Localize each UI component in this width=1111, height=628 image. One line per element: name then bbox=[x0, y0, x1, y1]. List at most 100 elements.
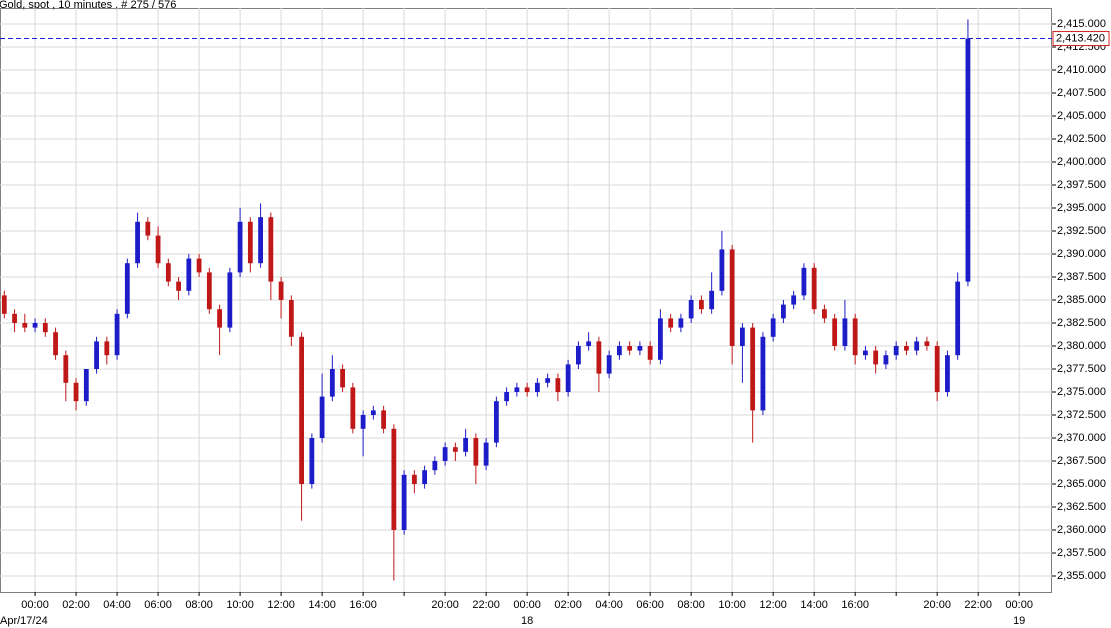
candle-body bbox=[545, 378, 551, 383]
y-tick-label: 2,390.000 bbox=[1057, 248, 1106, 260]
candle-body bbox=[155, 235, 161, 264]
x-tick-label: 22:00 bbox=[472, 599, 500, 611]
y-tick-label: 2,365.000 bbox=[1057, 478, 1106, 490]
candle-body bbox=[381, 410, 387, 429]
candle-body bbox=[237, 221, 243, 273]
candle-body bbox=[73, 382, 79, 402]
y-tick-label: 2,387.500 bbox=[1057, 271, 1106, 283]
candle-body bbox=[360, 414, 366, 429]
candle-body bbox=[104, 341, 110, 356]
last-price-label: 2,413.420 bbox=[1056, 32, 1105, 44]
y-tick-label: 2,407.500 bbox=[1057, 87, 1106, 99]
x-tick-label: 16:00 bbox=[349, 599, 377, 611]
candle-body bbox=[401, 474, 407, 530]
x-tick-label: 04:00 bbox=[595, 599, 623, 611]
y-tick-label: 2,392.500 bbox=[1057, 225, 1106, 237]
candle-body bbox=[781, 304, 786, 319]
x-tick-label: 16:00 bbox=[841, 599, 869, 611]
candle-body bbox=[514, 387, 520, 392]
candle-body bbox=[145, 221, 151, 236]
candle-body bbox=[165, 263, 171, 282]
candle-body bbox=[370, 410, 376, 415]
y-tick-label: 2,377.500 bbox=[1057, 363, 1106, 375]
y-tick-label: 2,375.000 bbox=[1057, 386, 1106, 398]
x-tick-label: 20:00 bbox=[923, 599, 951, 611]
candle-body bbox=[309, 437, 315, 484]
candle-body bbox=[729, 249, 735, 346]
candle-body bbox=[452, 447, 458, 452]
candle-body bbox=[565, 364, 571, 392]
candle-body bbox=[760, 336, 766, 411]
candle-body bbox=[627, 345, 633, 351]
candle-body bbox=[637, 345, 643, 351]
candle-body bbox=[483, 442, 489, 466]
candle-body bbox=[94, 341, 99, 369]
candle-body bbox=[914, 341, 920, 351]
candle-body bbox=[299, 336, 304, 484]
candle-body bbox=[432, 460, 438, 471]
candle-body bbox=[893, 345, 899, 356]
date-label: Apr/17/24 bbox=[0, 615, 48, 627]
candle-body bbox=[340, 368, 346, 388]
last-price-box bbox=[1052, 31, 1110, 47]
candle-body bbox=[791, 295, 797, 305]
candle-body bbox=[883, 355, 889, 365]
candle-body bbox=[22, 322, 28, 328]
x-tick-label: 14:00 bbox=[308, 599, 336, 611]
y-tick-label: 2,410.000 bbox=[1057, 64, 1106, 76]
y-tick-label: 2,360.000 bbox=[1057, 524, 1106, 536]
y-tick-label: 2,355.000 bbox=[1057, 570, 1106, 582]
candle-body bbox=[709, 290, 715, 310]
y-tick-label: 2,357.500 bbox=[1057, 547, 1106, 559]
candle-body bbox=[319, 396, 325, 438]
candle-body bbox=[688, 300, 694, 319]
candle-body bbox=[53, 332, 58, 356]
candle-body bbox=[463, 437, 469, 452]
y-tick-label: 2,405.000 bbox=[1057, 110, 1106, 122]
candle-body bbox=[945, 355, 950, 392]
candle-body bbox=[83, 368, 89, 402]
x-tick-label: 02:00 bbox=[554, 599, 582, 611]
candle-body bbox=[822, 309, 827, 319]
x-tick-label: 00:00 bbox=[513, 599, 541, 611]
x-tick-label: 14:00 bbox=[800, 599, 828, 611]
candle-body bbox=[422, 470, 428, 484]
y-tick-label: 2,382.500 bbox=[1057, 317, 1106, 329]
candle-body bbox=[278, 281, 284, 300]
candle-body bbox=[247, 221, 253, 264]
y-tick-label: 2,397.500 bbox=[1057, 179, 1106, 191]
x-tick-label: 00:00 bbox=[21, 599, 49, 611]
x-tick-label: 22:00 bbox=[964, 599, 992, 611]
date-label: 19 bbox=[1013, 615, 1025, 627]
candle-body bbox=[606, 355, 612, 374]
candle-body bbox=[934, 345, 940, 392]
candle-body bbox=[770, 318, 776, 337]
candle-body bbox=[524, 387, 530, 392]
x-tick-label: 10:00 bbox=[226, 599, 254, 611]
candle-body bbox=[473, 437, 479, 466]
candle-body bbox=[873, 350, 879, 365]
x-tick-label: 12:00 bbox=[267, 599, 295, 611]
x-tick-label: 06:00 bbox=[144, 599, 172, 611]
candle-body bbox=[288, 300, 294, 337]
chart-title: Gold, spot , 10 minutes , # 275 / 576 bbox=[0, 0, 176, 11]
candle-body bbox=[657, 318, 663, 360]
x-tick-label: 04:00 bbox=[103, 599, 131, 611]
x-tick-label: 20:00 bbox=[431, 599, 459, 611]
x-tick-label: 06:00 bbox=[636, 599, 664, 611]
candle-body bbox=[12, 313, 17, 323]
candle-body bbox=[832, 318, 838, 346]
candle-body bbox=[811, 267, 817, 310]
candle-body bbox=[114, 313, 120, 356]
x-tick-label: 12:00 bbox=[759, 599, 787, 611]
x-tick-label: 08:00 bbox=[185, 599, 213, 611]
x-tick-label: 00:00 bbox=[1005, 599, 1033, 611]
candle-body bbox=[586, 341, 592, 346]
candle-body bbox=[740, 327, 745, 346]
candle-body bbox=[1, 295, 7, 314]
candle-body bbox=[176, 281, 181, 291]
candle-body bbox=[329, 368, 335, 397]
date-label: 18 bbox=[521, 615, 533, 627]
candle-body bbox=[852, 318, 858, 356]
